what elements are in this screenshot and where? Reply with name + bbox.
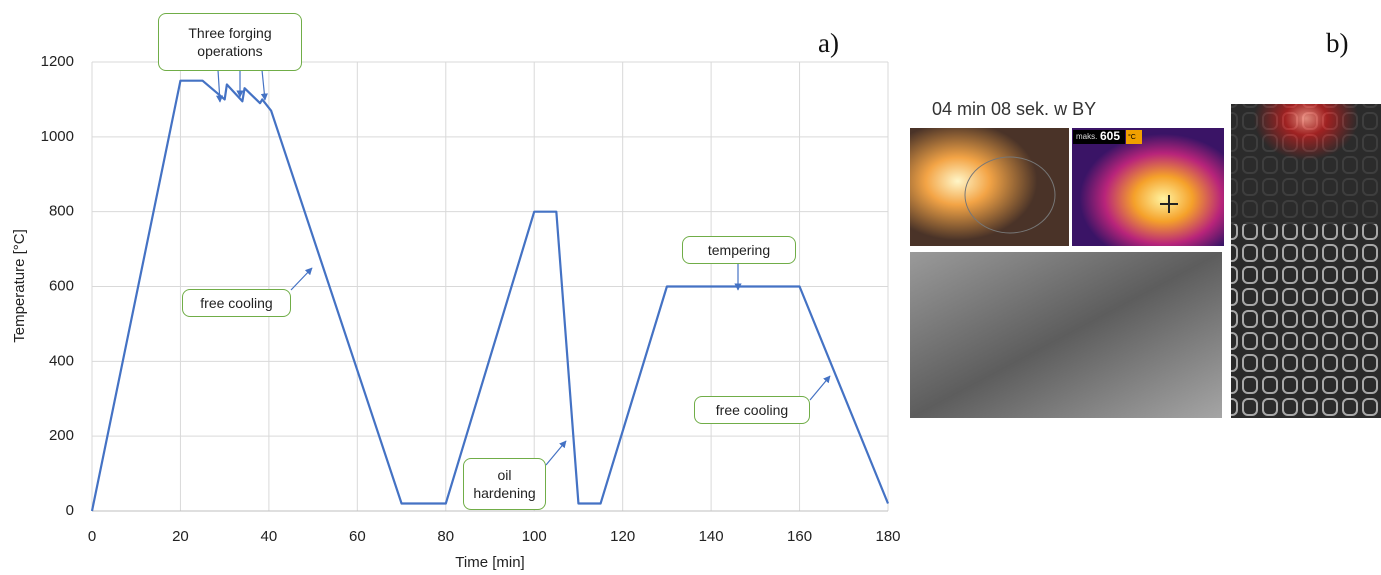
photo-caption: 04 min 08 sek. w BY <box>932 99 1096 119</box>
x-tick-label: 80 <box>437 528 454 545</box>
annotation-arrow <box>290 267 313 291</box>
x-tick-label: 160 <box>787 528 812 545</box>
crosshair <box>1160 195 1178 213</box>
annotation-arrow <box>216 69 224 103</box>
annotation: tempering <box>682 236 796 264</box>
y-tick-label: 200 <box>49 427 74 444</box>
y-axis-title: Temperature [°C] <box>11 229 28 343</box>
readout-unit-box <box>1126 130 1142 144</box>
annotation-arrow <box>809 375 831 401</box>
x-tick-label: 120 <box>610 528 635 545</box>
y-tick-label: 600 <box>49 277 74 294</box>
x-tick-label: 180 <box>875 528 900 545</box>
annotation: free cooling <box>694 396 810 424</box>
parts-photo <box>910 252 1222 418</box>
x-tick-label: 100 <box>522 528 547 545</box>
x-tick-label: 140 <box>699 528 724 545</box>
x-tick-label: 60 <box>349 528 366 545</box>
chain-glow <box>1231 104 1381 224</box>
annotation: Three forging operations <box>158 13 302 71</box>
annotation: oil hardening <box>463 458 546 510</box>
photo-detail <box>964 156 1056 234</box>
y-tick-label: 1000 <box>41 128 74 145</box>
readout-value: 605 <box>1100 129 1120 143</box>
y-tick-label: 400 <box>49 352 74 369</box>
furnace-photo <box>910 128 1069 246</box>
x-tick-label: 20 <box>172 528 189 545</box>
readout-unit: °C <box>1128 133 1136 141</box>
panel-label: a) <box>818 28 839 58</box>
x-tick-label: 0 <box>88 528 96 545</box>
readout-label: maks. <box>1076 132 1097 141</box>
y-tick-label: 1200 <box>41 53 74 70</box>
photos: maks. 605 °C 04 min 08 sek. w BY <box>910 99 1381 418</box>
annotation-arrow <box>545 440 567 466</box>
thermal-photo <box>1072 128 1224 246</box>
temperature-line <box>90 79 890 512</box>
readout-box <box>1073 130 1125 144</box>
y-tick-label: 800 <box>49 203 74 220</box>
x-axis-title: Time [min] <box>455 554 524 571</box>
annotation: free cooling <box>182 289 291 317</box>
x-tick-label: 40 <box>261 528 278 545</box>
annotation-arrow <box>260 69 268 101</box>
y-tick-label: 0 <box>66 502 74 519</box>
panel-label: b) <box>1326 28 1349 58</box>
